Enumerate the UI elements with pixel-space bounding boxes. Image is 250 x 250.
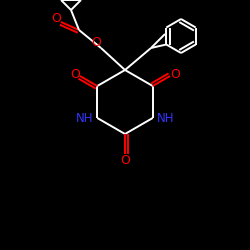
- Text: O: O: [51, 12, 61, 24]
- Text: O: O: [170, 68, 180, 82]
- Text: O: O: [120, 154, 130, 166]
- Text: NH: NH: [76, 112, 93, 126]
- Text: O: O: [70, 68, 80, 82]
- Text: NH: NH: [157, 112, 174, 126]
- Text: O: O: [91, 36, 101, 50]
